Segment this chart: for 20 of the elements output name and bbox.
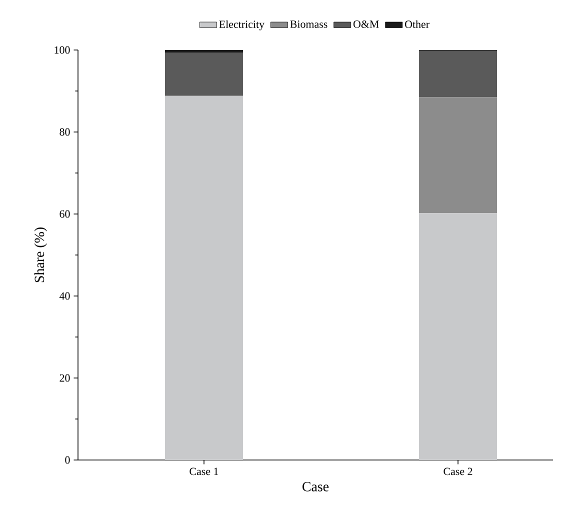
bar <box>165 52 243 96</box>
y-tick-label: 100 <box>54 46 70 54</box>
x-tick-label: Case 1 <box>190 468 218 476</box>
y-tick-label: 20 <box>60 374 70 382</box>
y-axis-title: Share (%) <box>34 228 47 282</box>
legend-label: O&M <box>353 20 379 28</box>
y-tick-label: 0 <box>65 456 70 464</box>
y-tick-label: 60 <box>60 210 70 218</box>
bar <box>165 96 243 460</box>
bar <box>419 50 497 98</box>
legend-label: Biomass <box>290 20 328 28</box>
y-tick-label: 80 <box>60 128 70 136</box>
x-tick-label: Case 2 <box>444 468 472 476</box>
bar <box>419 213 497 460</box>
bar <box>419 97 497 214</box>
x-axis-title: Case <box>302 482 329 492</box>
legend-label: Other <box>405 20 430 28</box>
y-tick-label: 40 <box>59 292 70 300</box>
legend-label: Electricity <box>219 20 264 30</box>
bar <box>165 50 243 52</box>
